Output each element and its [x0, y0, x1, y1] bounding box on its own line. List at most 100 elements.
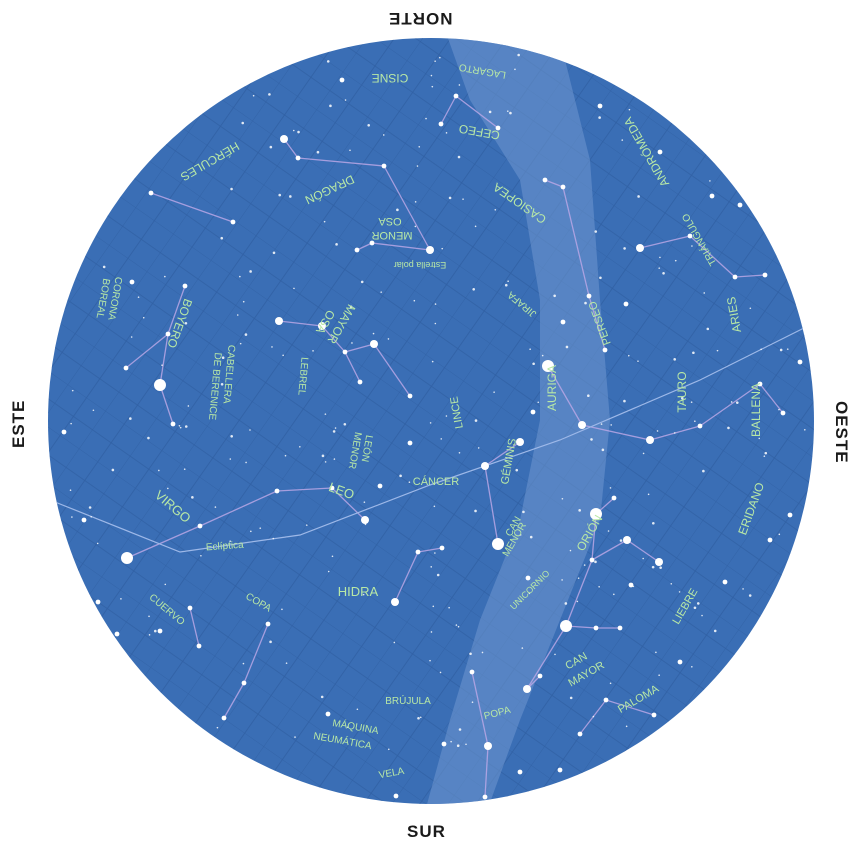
- faint-star: [652, 521, 655, 525]
- faint-star: [239, 342, 242, 345]
- constellation-line: [383, 165, 431, 251]
- faint-star: [148, 634, 151, 636]
- faint-star: [601, 448, 605, 452]
- faint-star: [541, 354, 544, 357]
- star: [482, 794, 488, 800]
- faint-star: [440, 438, 443, 440]
- faint-star: [216, 726, 219, 729]
- faint-star: [763, 455, 766, 457]
- star: [542, 360, 554, 372]
- star: [542, 177, 548, 183]
- star: [797, 359, 803, 365]
- faint-star: [565, 345, 569, 349]
- faint-star: [221, 356, 225, 359]
- north-label: NORTE: [388, 9, 453, 28]
- star: [603, 697, 609, 703]
- faint-star: [321, 454, 325, 458]
- faint-star: [529, 535, 533, 539]
- star: [438, 121, 444, 127]
- star: [329, 485, 335, 491]
- faint-star: [92, 409, 95, 412]
- star: [361, 516, 369, 524]
- faint-star: [607, 530, 610, 532]
- star: [737, 202, 743, 208]
- star: [426, 246, 434, 254]
- faint-star: [332, 430, 336, 433]
- faint-star: [281, 608, 283, 611]
- faint-star: [413, 299, 416, 302]
- star: [481, 462, 489, 470]
- faint-star: [509, 111, 512, 115]
- star: [370, 340, 378, 348]
- star: [537, 673, 543, 679]
- constellation-line: [734, 274, 766, 278]
- star: [525, 575, 531, 581]
- constellation-label: OSA: [378, 215, 402, 227]
- faint-star: [610, 424, 612, 426]
- faint-star: [293, 287, 295, 290]
- faint-star: [294, 736, 296, 738]
- faint-star: [519, 534, 522, 536]
- faint-star: [142, 316, 145, 319]
- faint-star: [272, 537, 275, 540]
- constellation-label: AURIGA: [545, 365, 559, 411]
- constellation-line: [371, 242, 431, 251]
- faint-star: [458, 451, 461, 454]
- faint-star: [153, 629, 157, 633]
- star: [597, 103, 603, 109]
- faint-star: [778, 533, 781, 536]
- faint-star: [187, 405, 190, 407]
- star: [593, 625, 599, 631]
- faint-star: [448, 606, 450, 609]
- faint-star: [408, 481, 411, 484]
- faint-star: [431, 360, 434, 363]
- faint-star: [429, 659, 431, 662]
- constellation-line: [699, 383, 761, 427]
- constellation-label: Eclíptica: [206, 540, 245, 554]
- faint-star: [507, 280, 509, 283]
- faint-star: [71, 516, 73, 518]
- star: [265, 621, 271, 627]
- faint-star: [249, 429, 251, 431]
- faint-star: [259, 527, 262, 529]
- faint-star: [625, 725, 628, 728]
- faint-star: [164, 275, 166, 278]
- faint-star: [430, 631, 433, 633]
- constellation-label: CISNE: [372, 71, 409, 85]
- star: [709, 193, 715, 199]
- constellation-line: [297, 157, 385, 167]
- faint-star: [335, 243, 338, 246]
- faint-star: [462, 198, 464, 200]
- constellation-line: [159, 384, 174, 425]
- constellation-label: MENOR: [371, 229, 412, 241]
- star: [439, 545, 445, 551]
- faint-star: [179, 426, 182, 429]
- faint-star: [331, 555, 334, 558]
- faint-star: [239, 275, 241, 278]
- star: [165, 331, 171, 337]
- faint-star: [326, 60, 330, 63]
- star: [187, 605, 193, 611]
- faint-star: [713, 629, 717, 633]
- faint-star: [305, 524, 308, 526]
- constellation-line: [588, 295, 606, 351]
- star: [221, 715, 227, 721]
- star: [393, 793, 399, 799]
- star: [590, 508, 602, 520]
- star: [453, 93, 459, 99]
- faint-star: [299, 446, 301, 448]
- constellation-label: TAURO: [675, 371, 689, 412]
- faint-star: [472, 287, 476, 291]
- faint-star: [244, 333, 248, 336]
- faint-star: [396, 208, 399, 212]
- faint-star: [418, 145, 421, 148]
- faint-star: [372, 332, 375, 335]
- faint-star: [229, 540, 231, 543]
- faint-star: [592, 715, 595, 718]
- faint-star: [312, 350, 314, 352]
- constellation-line: [278, 320, 323, 327]
- faint-star: [148, 615, 150, 618]
- faint-star: [285, 662, 288, 664]
- faint-star: [709, 180, 711, 182]
- star: [381, 163, 387, 169]
